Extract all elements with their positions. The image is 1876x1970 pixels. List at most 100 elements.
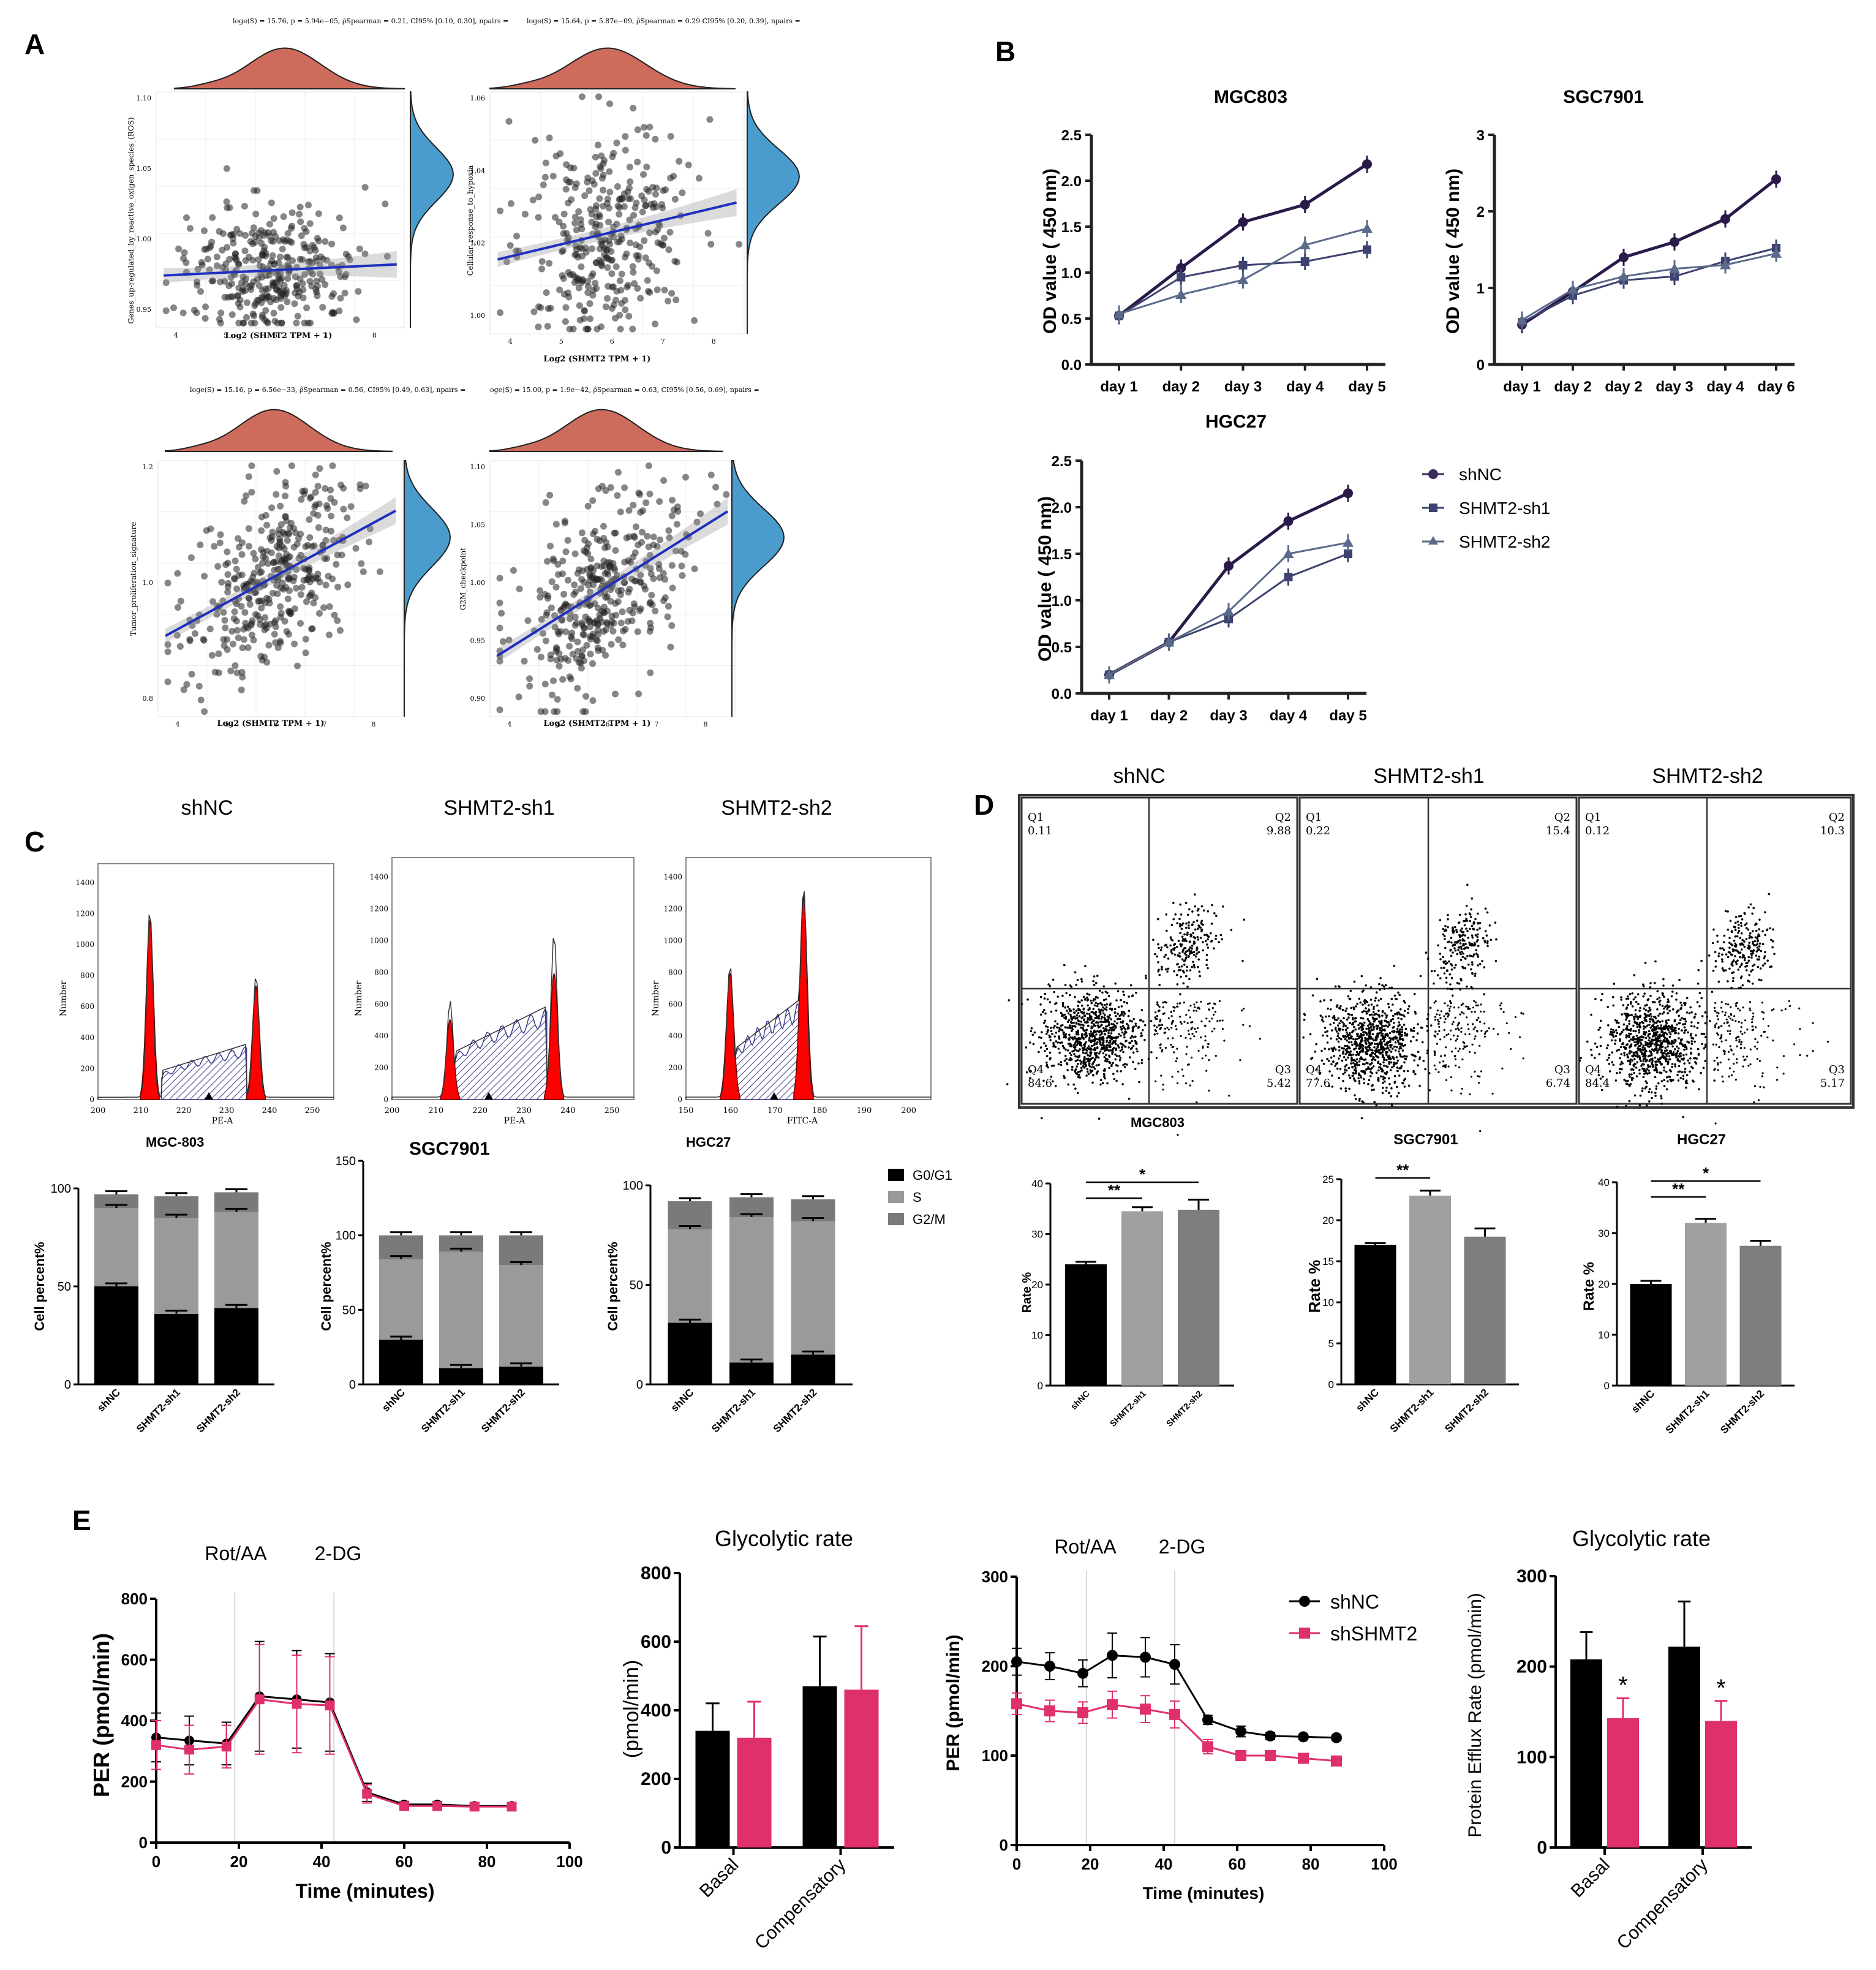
- data-point: [211, 543, 218, 550]
- event-dot: [1644, 1025, 1647, 1028]
- data-point: [1771, 174, 1781, 184]
- data-point: [496, 706, 503, 714]
- event-dot: [1657, 1082, 1660, 1085]
- event-dot: [1702, 1066, 1705, 1070]
- data-point: [605, 218, 612, 225]
- event-dot: [1456, 1038, 1458, 1040]
- legend-swatch-g0g1: [888, 1169, 904, 1181]
- event-dot: [1120, 1027, 1123, 1030]
- event-dot: [1704, 1060, 1706, 1062]
- event-dot: [1171, 1076, 1173, 1078]
- event-dot: [1103, 1055, 1106, 1059]
- event-dot: [1123, 1013, 1126, 1015]
- data-point: [559, 676, 567, 683]
- event-dot: [1437, 1071, 1440, 1073]
- event-dot: [1080, 978, 1083, 981]
- data-point: [241, 203, 248, 210]
- event-dot: [1384, 984, 1387, 986]
- data-point: [230, 230, 237, 238]
- event-dot: [1385, 1054, 1388, 1057]
- event-dot: [1080, 1041, 1082, 1044]
- event-dot: [1440, 967, 1443, 969]
- event-dot: [1071, 1022, 1073, 1025]
- event-dot: [1655, 1087, 1658, 1090]
- data-point: [496, 599, 503, 606]
- event-dot: [1328, 1070, 1331, 1073]
- event-dot: [1615, 1029, 1618, 1032]
- event-dot: [1211, 1007, 1214, 1010]
- data-point: [609, 627, 617, 635]
- event-dot: [1508, 1032, 1510, 1034]
- y-tick-label: 1.02: [470, 240, 486, 247]
- data-point: [255, 296, 263, 304]
- event-dot: [1099, 1041, 1102, 1044]
- event-dot: [1657, 1058, 1659, 1060]
- event-dot: [1157, 918, 1159, 921]
- data-point: [707, 471, 715, 478]
- event-dot: [1383, 1059, 1385, 1062]
- event-dot: [1447, 1033, 1450, 1036]
- event-dot: [1154, 953, 1156, 956]
- event-dot: [1613, 983, 1615, 985]
- event-dot: [1121, 1020, 1124, 1022]
- event-dot: [1096, 1038, 1099, 1041]
- data-point: [559, 570, 566, 578]
- data-point: [1670, 237, 1679, 247]
- event-dot: [1183, 1021, 1186, 1023]
- data-point: [582, 613, 589, 621]
- event-dot: [1436, 1043, 1438, 1045]
- event-dot: [1330, 998, 1332, 1002]
- event-dot: [1465, 905, 1468, 907]
- data-point: [530, 308, 538, 315]
- bar-s: [94, 1208, 138, 1286]
- event-dot: [1055, 1032, 1058, 1034]
- event-dot: [1187, 1029, 1189, 1032]
- event-dot: [1453, 947, 1456, 949]
- event-dot: [1398, 1050, 1400, 1053]
- event-dot: [1616, 1049, 1618, 1052]
- data-point: [574, 570, 581, 577]
- event-dot: [1450, 954, 1453, 957]
- y-tick-label: 0: [89, 1095, 94, 1104]
- event-dot: [1644, 1080, 1647, 1083]
- event-dot: [1659, 1013, 1661, 1015]
- event-dot: [1365, 1010, 1368, 1013]
- event-dot: [1344, 1059, 1347, 1061]
- event-dot: [1366, 1001, 1368, 1003]
- data-point: [538, 258, 546, 265]
- event-dot: [1465, 1005, 1467, 1008]
- event-dot: [1205, 1054, 1207, 1057]
- event-dot: [1097, 1026, 1100, 1029]
- event-dot: [1379, 1063, 1382, 1065]
- event-dot: [1212, 1013, 1215, 1016]
- event-dot: [1384, 1043, 1387, 1046]
- fit-line: [165, 510, 396, 637]
- x-tick-label: 6: [273, 331, 277, 339]
- data-point: [581, 657, 587, 665]
- event-dot: [1111, 1051, 1113, 1054]
- event-dot: [1467, 1023, 1469, 1025]
- event-dot: [1101, 991, 1104, 994]
- data-point: [654, 286, 661, 293]
- event-dot: [1204, 934, 1206, 937]
- event-dot: [1093, 1024, 1096, 1027]
- event-dot: [1106, 1003, 1109, 1006]
- data-point: [201, 708, 208, 715]
- histogram-outline: [97, 915, 334, 1100]
- y-tick-label: 0: [677, 1095, 682, 1104]
- event-dot: [1668, 1010, 1671, 1012]
- event-dot: [1642, 985, 1645, 987]
- event-dot: [1093, 1066, 1095, 1068]
- event-dot: [1239, 1059, 1241, 1062]
- event-dot: [1147, 1057, 1150, 1060]
- event-dot: [1213, 1002, 1216, 1005]
- event-dot: [1379, 1038, 1382, 1041]
- data-point: [202, 303, 209, 311]
- data-point: [256, 616, 263, 623]
- event-dot: [1097, 1015, 1099, 1018]
- event-dot: [1129, 1019, 1131, 1022]
- event-dot: [1098, 1036, 1101, 1039]
- event-dot: [1599, 1044, 1602, 1047]
- data-point: [206, 266, 213, 273]
- event-dot: [1618, 1049, 1621, 1051]
